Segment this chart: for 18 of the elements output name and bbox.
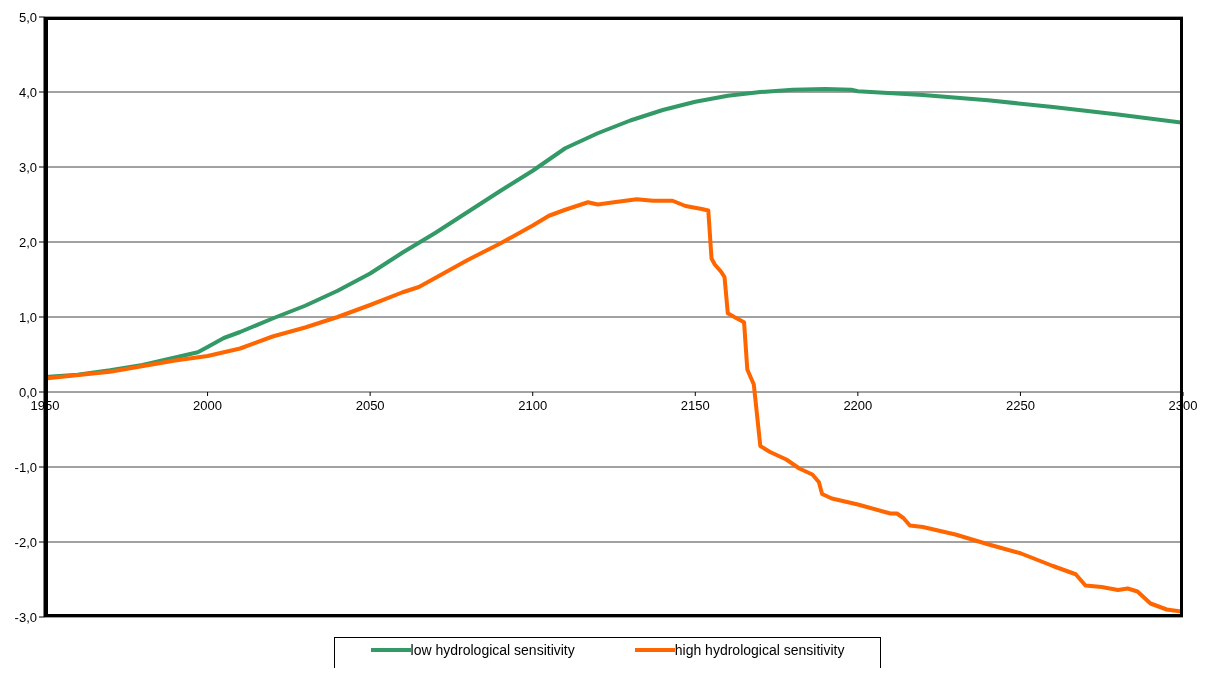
y-tick-label: -2,0 [14,534,37,550]
legend-label: high hydrological sensitivity [674,642,845,658]
y-tick-label: 5,0 [18,9,37,25]
y-tick-label: 1,0 [18,309,37,325]
y-tick-label: 2,0 [18,234,37,250]
x-tick-label: 2100 [518,398,548,413]
x-tick-label: 2050 [355,398,385,413]
x-tick-label: 2150 [680,398,710,413]
y-tick-label: 3,0 [18,159,37,175]
x-tick-label: 2200 [843,398,873,413]
line-series [45,87,1183,379]
x-tick-label: 2000 [193,398,223,413]
y-tick-label: -1,0 [14,459,37,475]
y-tick-label: 0,0 [18,384,37,400]
x-tick-label: 2250 [1005,398,1035,413]
legend-label: low hydrological sensitivity [410,642,575,658]
y-tick-label: 4,0 [18,84,37,100]
y-tick-label: -3,0 [14,609,37,625]
